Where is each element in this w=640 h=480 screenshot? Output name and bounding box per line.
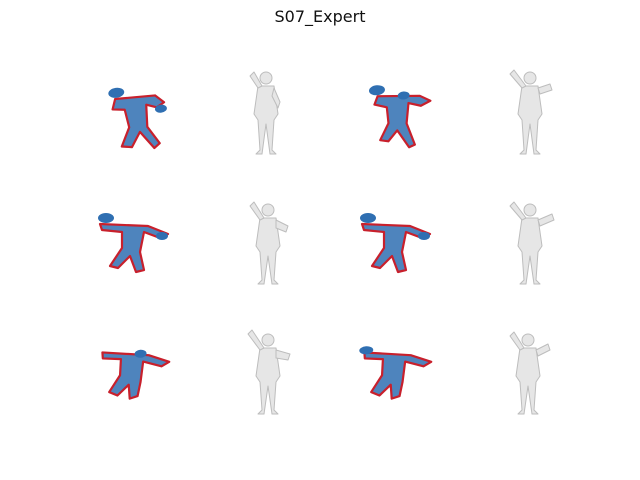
mesh-cell-r3-c2 xyxy=(218,322,318,432)
mesh-cell-r1-c2 xyxy=(218,62,318,172)
pose-cell-r1-c1 xyxy=(88,68,188,178)
pose-skeleton-icon xyxy=(101,349,171,400)
pose-skeleton-icon xyxy=(98,213,170,274)
pose-skeleton-icon xyxy=(369,85,432,149)
mesh-cell-r3-c4 xyxy=(480,322,580,432)
mesh-cell-r1-c4 xyxy=(480,62,580,172)
body-mesh-icon xyxy=(509,69,553,155)
mesh-cell-r2-c4 xyxy=(480,192,580,302)
pose-cell-r2-c1 xyxy=(88,196,188,306)
pose-skeleton-icon xyxy=(360,213,432,274)
mesh-cell-r2-c2 xyxy=(218,192,318,302)
figure-title: S07_Expert xyxy=(274,7,366,26)
body-mesh-icon xyxy=(247,329,291,415)
body-mesh-icon xyxy=(509,201,555,285)
pose-cell-r2-c3 xyxy=(350,196,450,306)
pose-cell-r1-c3 xyxy=(350,68,450,178)
pose-cell-r3-c1 xyxy=(88,324,188,434)
pose-cell-r3-c3 xyxy=(350,324,450,434)
body-mesh-icon xyxy=(509,331,551,415)
body-mesh-icon xyxy=(249,201,289,285)
body-mesh-icon xyxy=(249,71,281,155)
pose-skeleton-icon xyxy=(108,87,167,150)
pose-skeleton-icon xyxy=(359,346,433,400)
